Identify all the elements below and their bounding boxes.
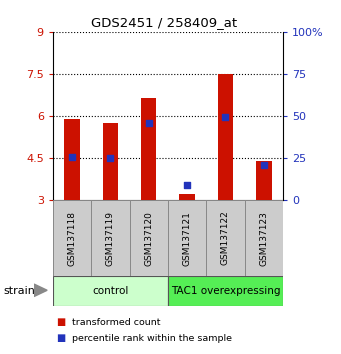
Bar	[130, 200, 168, 276]
Text: strain: strain	[3, 286, 35, 296]
Bar	[256, 161, 271, 200]
Text: percentile rank within the sample: percentile rank within the sample	[72, 333, 232, 343]
Bar	[53, 200, 91, 276]
Text: TAC1 overexpressing: TAC1 overexpressing	[171, 286, 280, 296]
Bar	[64, 119, 80, 200]
Text: control: control	[92, 286, 129, 296]
Text: GSM137121: GSM137121	[183, 211, 192, 266]
Text: GSM137123: GSM137123	[260, 211, 268, 266]
Bar	[206, 200, 244, 276]
Bar	[53, 276, 168, 306]
Bar	[91, 200, 130, 276]
Point	[261, 162, 267, 168]
Text: GSM137118: GSM137118	[68, 211, 76, 266]
Bar	[218, 74, 233, 200]
Bar	[168, 276, 283, 306]
Point	[223, 114, 228, 120]
Polygon shape	[34, 284, 47, 297]
Bar	[179, 194, 195, 200]
Text: ■: ■	[56, 317, 65, 327]
Point	[146, 120, 151, 126]
Text: GSM137119: GSM137119	[106, 211, 115, 266]
Text: transformed count: transformed count	[72, 318, 160, 327]
Point	[69, 154, 75, 159]
Bar	[168, 200, 206, 276]
Bar	[244, 200, 283, 276]
Bar	[141, 98, 157, 200]
Text: GSM137122: GSM137122	[221, 211, 230, 266]
Text: ■: ■	[56, 333, 65, 343]
Bar	[103, 123, 118, 200]
Text: GDS2451 / 258409_at: GDS2451 / 258409_at	[91, 16, 237, 29]
Text: GSM137120: GSM137120	[144, 211, 153, 266]
Point	[184, 182, 190, 187]
Point	[108, 155, 113, 161]
